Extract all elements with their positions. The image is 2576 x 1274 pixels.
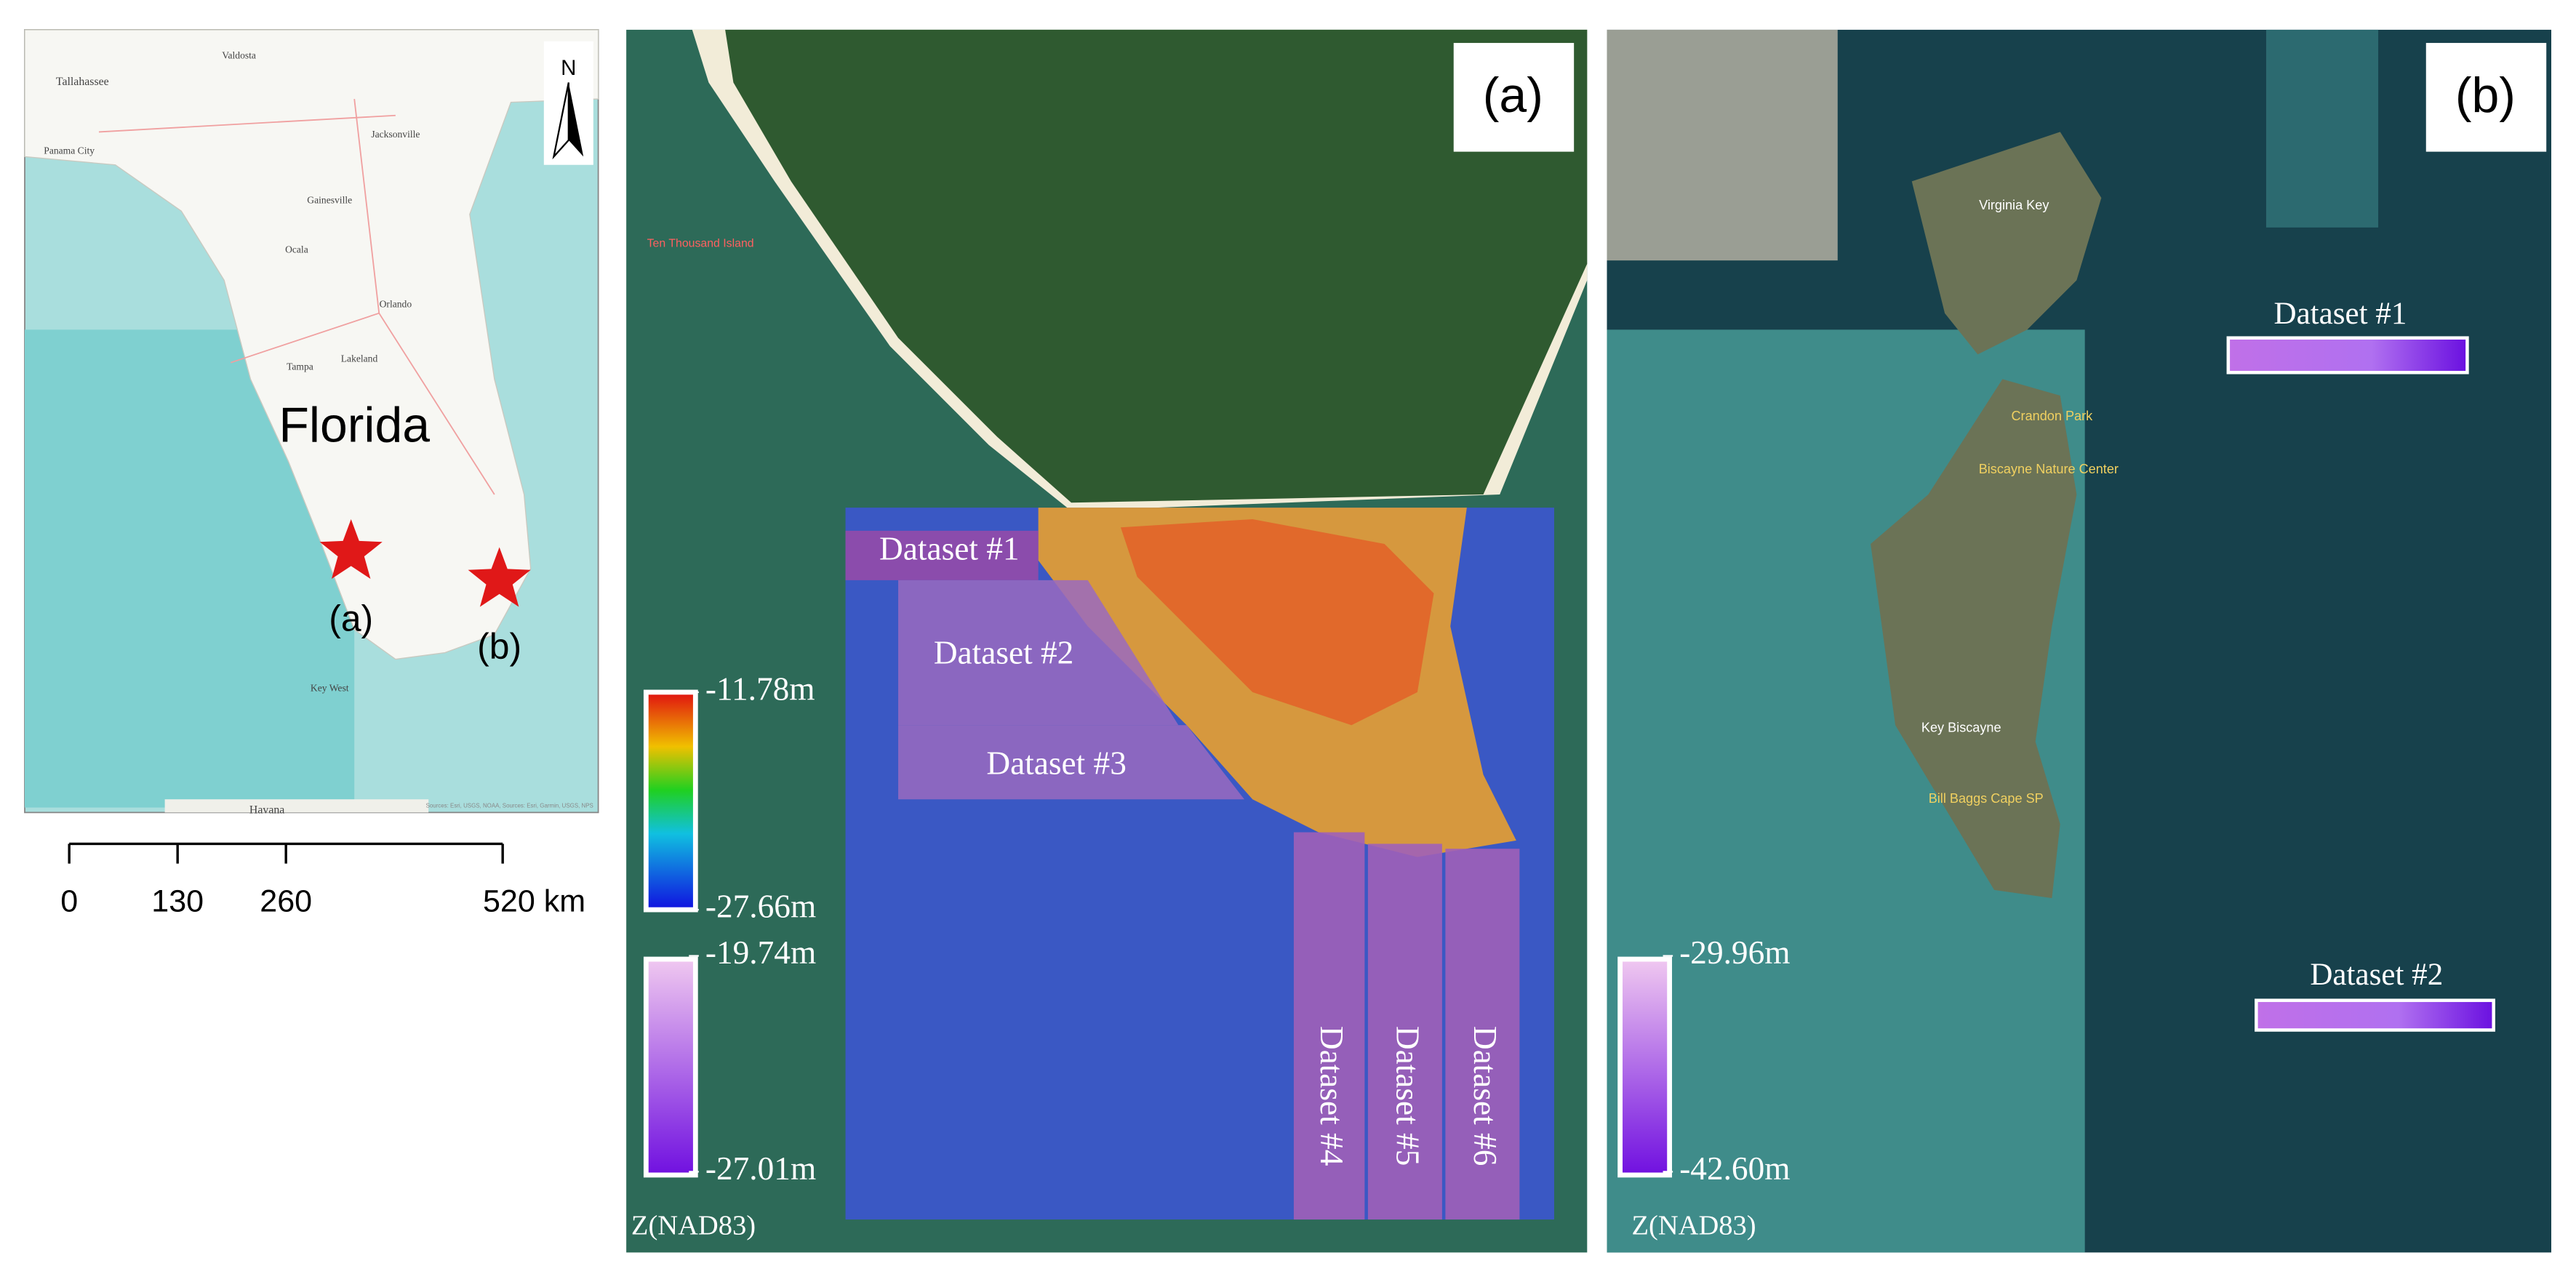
survey-hot [1120, 518, 1434, 726]
scale-label: 520 km [483, 884, 585, 918]
dataset-label: Dataset #6 [1467, 1026, 1503, 1166]
scale-label: 130 [151, 884, 204, 918]
tile [2265, 29, 2379, 228]
place-name: Key Biscayne [1921, 721, 2001, 735]
inset-roads [98, 98, 495, 495]
colorbar-a1 [643, 689, 698, 913]
z-label: Z(NAD83) [1631, 1210, 1756, 1241]
dataset-label: Dataset #3 [986, 745, 1127, 781]
colorbar-label: -19.74m [705, 934, 816, 971]
inset-cuba [164, 799, 429, 813]
place-name: Jacksonville [371, 129, 420, 140]
dataset-1-strip [2226, 336, 2469, 374]
dataset-5-area [1367, 844, 1442, 1220]
scale-label: 260 [260, 884, 312, 918]
place-name: Tampa [287, 361, 313, 372]
forest [725, 29, 1588, 503]
colorbar-label: -27.01m [705, 1150, 816, 1187]
place-name: Orlando [380, 298, 412, 309]
colorbar-label: -29.96m [1679, 934, 1790, 971]
dataset-4-area [1293, 832, 1365, 1220]
dataset-3-area [898, 725, 1244, 800]
panel-a-label-box [1453, 43, 1575, 152]
place-name: Bill Baggs Cape SP [1929, 791, 2044, 806]
virginia-key [1911, 132, 2102, 355]
colorbar-label: -27.66m [705, 888, 816, 924]
site-star [319, 518, 383, 580]
place-name: Key West [311, 683, 349, 694]
dataset-2-strip [2255, 998, 2495, 1032]
panel-label: (b) [2455, 68, 2516, 123]
panel-b [1607, 29, 2552, 1253]
place-name: Crandon Park [2011, 409, 2093, 423]
place-name: Ten Thousand Island [647, 238, 754, 250]
scale-label: 0 [60, 884, 78, 918]
site-star [468, 547, 531, 607]
colorbar-label: -11.78m [705, 670, 815, 707]
city [1607, 29, 1838, 261]
place-name: Virginia Key [1979, 198, 2049, 212]
panel-b-label-box [2425, 43, 2547, 152]
dataset-label: Dataset #1 [2273, 297, 2407, 331]
north-label: N [561, 56, 576, 80]
place-name: Valdosta [222, 49, 256, 60]
state-label: Florida [279, 397, 430, 452]
attribution: Sources: Esri, USGS, NOAA, Sources: Esri… [426, 802, 593, 809]
dataset-label: Dataset #1 [879, 531, 1020, 567]
z-label: Z(NAD83) [631, 1210, 756, 1241]
place-name: Biscayne Nature Center [1979, 462, 2119, 476]
dataset-label: Dataset #4 [1313, 1026, 1350, 1166]
panel-label: (a) [1483, 68, 1543, 123]
dataset-2-area [898, 580, 1179, 726]
colorbar-b [1617, 956, 1673, 1178]
place-name: Tallahassee [56, 76, 109, 88]
panel-a [626, 29, 1588, 1253]
site-label: (a) [329, 598, 373, 639]
key-biscayne [1871, 379, 2077, 899]
site-label: (b) [477, 626, 521, 667]
colorbar-label: -42.60m [1679, 1150, 1790, 1187]
inset-land [24, 29, 599, 660]
dataset-6-area [1445, 849, 1520, 1220]
dataset-label: Dataset #5 [1389, 1026, 1425, 1166]
place-name: Gainesville [307, 195, 352, 206]
dataset-1-area [845, 530, 1039, 580]
place-name: Panama City [44, 145, 95, 156]
dataset-label: Dataset #2 [2310, 958, 2443, 992]
place-name: Lakeland [341, 353, 378, 364]
colorbar-a2 [643, 956, 698, 1178]
place-name: Havana [249, 804, 284, 817]
inset-map [24, 29, 599, 814]
place-name: Ocala [285, 244, 308, 255]
dataset-label: Dataset #2 [934, 634, 1074, 670]
